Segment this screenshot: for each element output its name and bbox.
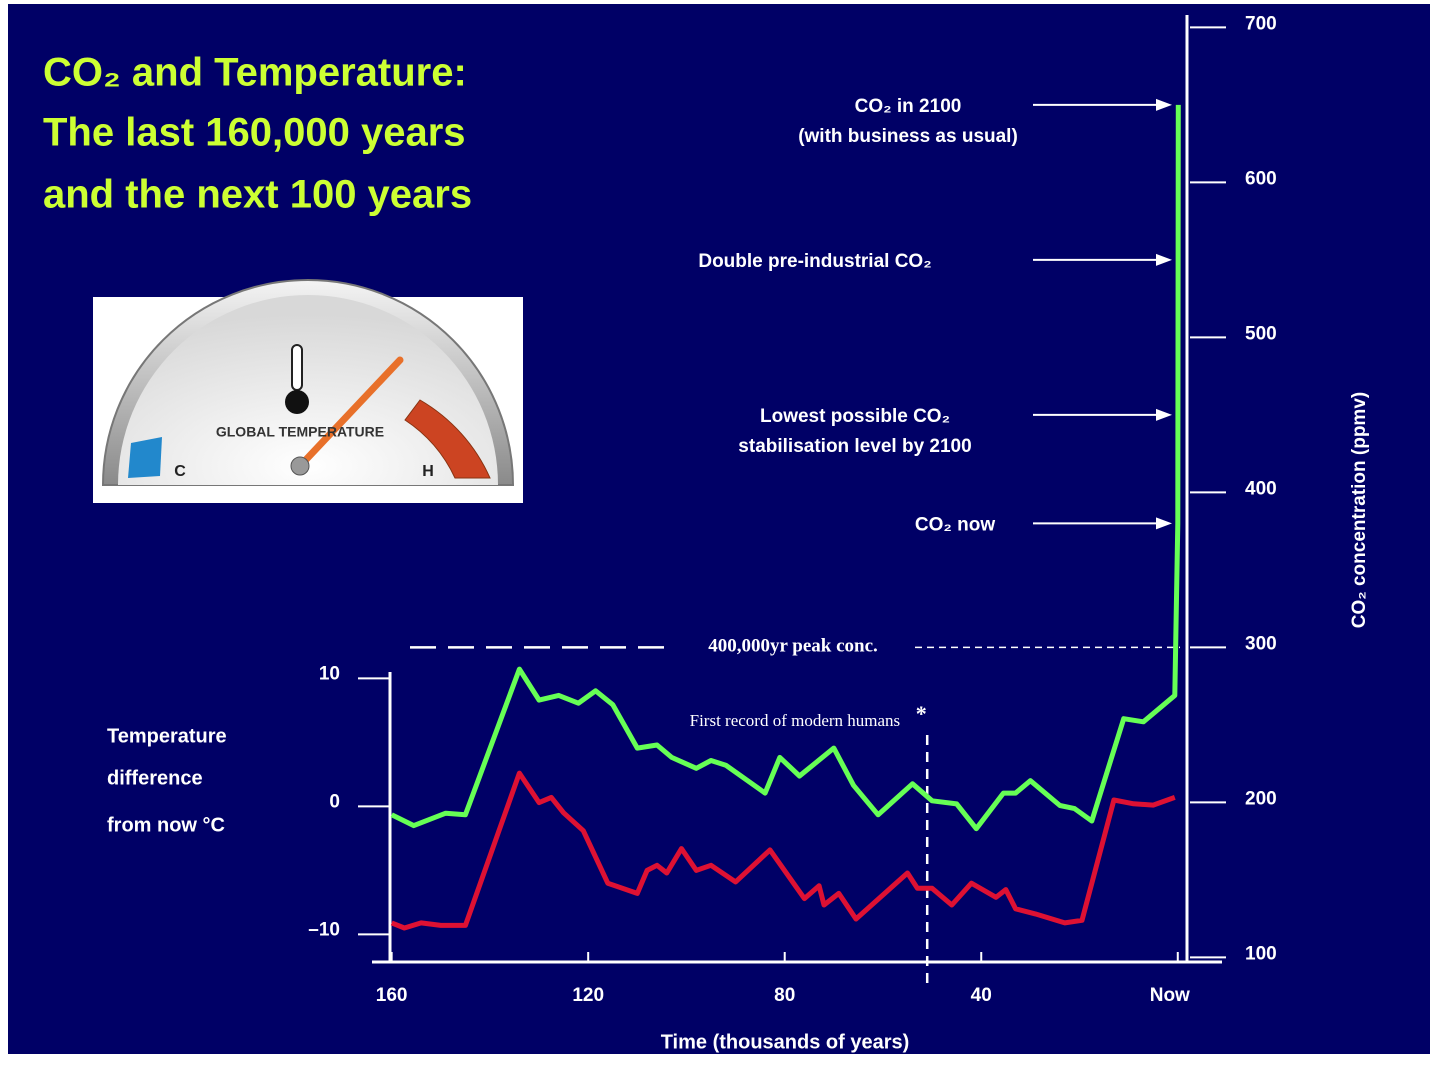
y-tick-label: 10 <box>319 663 340 684</box>
arrow-head <box>1156 408 1172 421</box>
x-tick-label: 40 <box>971 985 992 1006</box>
background <box>8 4 1430 1054</box>
annotation-text: Double pre-industrial CO₂ <box>698 251 931 272</box>
y2-tick-label: 100 <box>1245 943 1277 964</box>
annotation-text: CO₂ now <box>915 514 995 535</box>
annotation-text: (with business as usual) <box>798 126 1018 147</box>
gauge: GLOBAL TEMPERATURE C H <box>93 279 523 503</box>
title-line: and the next 100 years <box>43 173 472 217</box>
y2-tick-label: 600 <box>1245 168 1277 189</box>
y2-axis-label: CO₂ concentration (ppmv) <box>1349 392 1370 628</box>
data-line <box>390 770 1176 931</box>
data-line <box>390 104 1181 832</box>
peak-label: 400,000yr peak conc. <box>708 636 878 657</box>
y2-tick-label: 500 <box>1245 323 1277 344</box>
y2-tick-label: 200 <box>1245 788 1277 809</box>
arrow-head <box>1156 517 1172 530</box>
x-tick-label: Now <box>1150 985 1190 1006</box>
annotation-text: Lowest possible CO₂ <box>760 406 950 427</box>
arrow-head <box>1156 253 1172 266</box>
humans-label: First record of modern humans <box>690 711 901 730</box>
gauge-hot-label: H <box>422 463 434 480</box>
gauge-label: GLOBAL TEMPERATURE <box>216 424 384 440</box>
gauge-cold-label: C <box>174 463 186 480</box>
y2-tick-label: 700 <box>1245 13 1277 34</box>
gauge-needle <box>296 356 404 470</box>
gauge-hub <box>290 456 310 476</box>
title-line: The last 160,000 years <box>43 111 466 155</box>
y-axis-label: Temperature <box>107 725 227 747</box>
x-tick-label: 120 <box>572 985 604 1006</box>
y2-tick-label: 300 <box>1245 633 1277 654</box>
y-tick-label: 0 <box>329 791 340 812</box>
title-line: CO₂ and Temperature: <box>43 51 467 95</box>
y-tick-label: –10 <box>308 919 340 940</box>
annotation-text: stabilisation level by 2100 <box>738 436 971 457</box>
x-axis-label: Time (thousands of years) <box>661 1031 910 1053</box>
y-axis-label: difference <box>107 767 203 789</box>
x-tick-label: 160 <box>376 985 408 1006</box>
thermometer-bulb <box>285 390 309 414</box>
y2-tick-label: 400 <box>1245 478 1277 499</box>
annotation-text: CO₂ in 2100 <box>855 96 962 117</box>
y-axis-label: from now °C <box>107 814 225 836</box>
gauge-cold-zone <box>128 437 162 478</box>
x-tick-label: 80 <box>774 985 795 1006</box>
humans-marker: * <box>916 701 927 726</box>
thermometer <box>291 344 303 391</box>
gauge-hot-zone <box>404 399 491 479</box>
gauge-face <box>118 295 498 485</box>
arrow-head <box>1156 98 1172 111</box>
